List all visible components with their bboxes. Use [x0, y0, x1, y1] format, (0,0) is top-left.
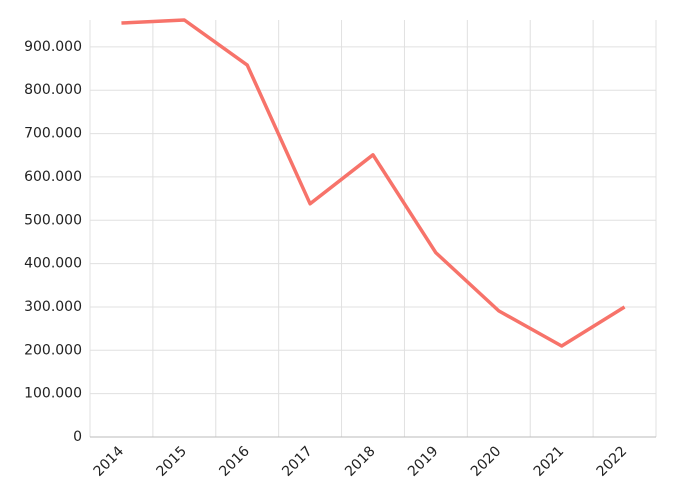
- y-tick-label: 100.000: [24, 386, 82, 402]
- x-tick-label: 2021: [531, 443, 568, 480]
- y-tick-label: 800.000: [24, 82, 82, 98]
- x-tick-label: 2014: [91, 443, 128, 480]
- x-tick-label: 2016: [216, 443, 253, 480]
- x-tick-label: 2017: [279, 443, 316, 480]
- x-tick-label: 2022: [594, 443, 631, 480]
- y-tick-label: 300.000: [24, 299, 82, 315]
- y-tick-label: 400.000: [24, 256, 82, 272]
- x-tick-label: 2018: [342, 443, 379, 480]
- y-tick-label: 900.000: [24, 39, 82, 55]
- x-tick-label: 2019: [405, 443, 442, 480]
- y-tick-label: 600.000: [24, 169, 82, 185]
- data-line: [121, 18, 626, 348]
- y-tick-label: 700.000: [24, 126, 82, 142]
- x-tick-label: 2015: [153, 443, 190, 480]
- x-tick-label: 2020: [468, 443, 505, 480]
- y-tick-label: 500.000: [24, 212, 82, 228]
- y-tick-label: 0: [73, 429, 82, 445]
- y-tick-label: 200.000: [24, 342, 82, 358]
